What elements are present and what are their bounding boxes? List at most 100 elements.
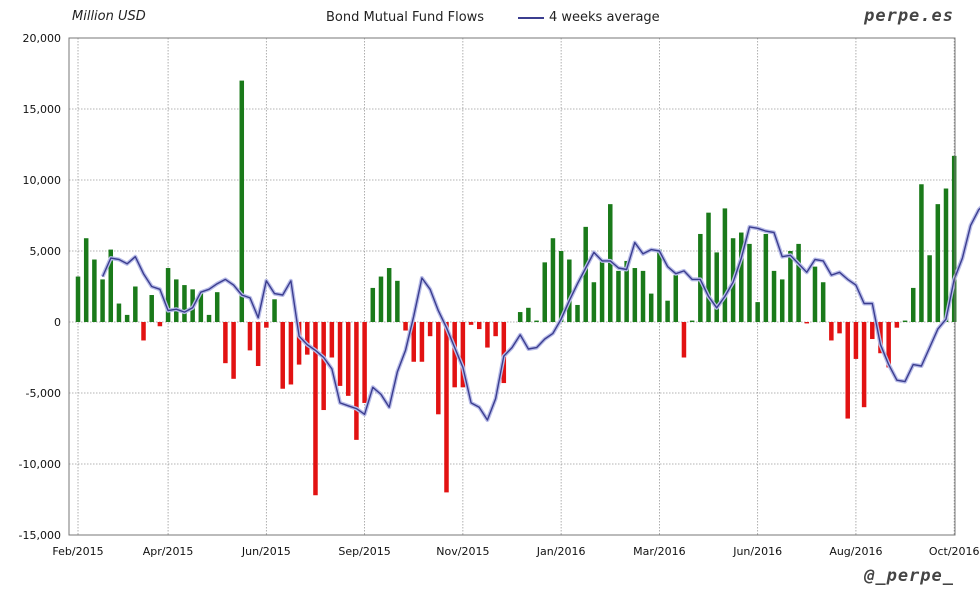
- flow-bar: [665, 300, 670, 322]
- x-tick-labels: Feb/2015 Apr/2015 Jun/2015 Sep/2015 Nov/2015…: [52, 545, 980, 558]
- flow-bar: [182, 285, 187, 322]
- plot-frame: [68, 37, 956, 536]
- flow-bar: [845, 322, 850, 419]
- flow-bar: [288, 322, 294, 385]
- flow-bar: [476, 322, 482, 330]
- flow-bar: [452, 322, 457, 388]
- flow-bar: [329, 322, 335, 358]
- flow-bar: [108, 249, 114, 322]
- flow-bar: [280, 322, 285, 389]
- x-tick-label: Sep/2015: [338, 545, 390, 558]
- y-tick-label: 20,000: [23, 32, 62, 45]
- x-tick-label: Aug/2016: [829, 545, 882, 558]
- flow-bar: [951, 155, 957, 322]
- flow-bar: [550, 238, 556, 322]
- flow-bar: [534, 320, 539, 322]
- flow-bar: [870, 322, 875, 340]
- flow-bar: [812, 266, 818, 322]
- flow-bar: [886, 322, 891, 368]
- flow-bar: [444, 322, 449, 493]
- flow-bar: [919, 184, 924, 322]
- flow-bar: [714, 252, 719, 322]
- flow-bar: [722, 208, 728, 322]
- flow-bar: [829, 322, 834, 341]
- flow-bar: [763, 233, 769, 322]
- flow-bar: [820, 282, 826, 322]
- flow-bar: [157, 322, 163, 327]
- y-tick-label: 5,000: [30, 245, 62, 258]
- flow-bar: [296, 322, 302, 365]
- average-line-group: [100, 205, 980, 422]
- flow-bar: [174, 279, 179, 322]
- flow-bar: [116, 303, 122, 322]
- y-tick-labels: -15,000 -10,000 -5,000 0 5,000 10,000 15,000 20…: [19, 32, 61, 542]
- chart-title: Bond Mutual Fund Flows: [326, 10, 485, 25]
- y-tick-label: -5,000: [26, 387, 61, 400]
- flow-bar: [75, 276, 81, 322]
- x-tick-label: Apr/2015: [143, 545, 194, 558]
- y-tick-label: -10,000: [19, 458, 61, 471]
- flow-bar: [747, 243, 752, 322]
- flow-bar: [460, 322, 466, 388]
- flow-bar: [706, 212, 711, 322]
- flow-bar: [526, 307, 531, 322]
- flow-bar: [861, 322, 867, 408]
- y-axis-label: Million USD: [72, 9, 146, 24]
- flow-bar: [264, 322, 269, 328]
- flow-bar: [378, 276, 384, 322]
- flow-bar: [272, 299, 277, 322]
- flow-bar: [354, 322, 359, 440]
- flow-bar: [779, 279, 785, 322]
- y-tick-label: 10,000: [23, 174, 62, 187]
- flow-bar: [681, 322, 687, 358]
- flow-bar: [436, 322, 441, 415]
- average-line: [101, 207, 980, 421]
- x-tick-label: Oct/2016: [929, 545, 980, 558]
- flow-bar: [788, 251, 793, 322]
- flow-bar: [255, 322, 261, 367]
- flow-bar: [149, 295, 154, 322]
- flow-bar: [755, 302, 760, 322]
- x-tick-label: Jun/2015: [241, 545, 291, 558]
- flow-bar: [599, 260, 605, 322]
- flow-bar: [501, 322, 507, 384]
- flow-bar: [657, 249, 662, 322]
- flow-bar: [591, 282, 597, 322]
- flow-bar: [927, 255, 932, 322]
- flow-bar: [247, 322, 253, 351]
- flow-bar: [165, 268, 171, 322]
- flow-bar: [673, 275, 679, 322]
- flow-bar: [403, 322, 408, 331]
- flow-bar: [386, 268, 392, 322]
- flow-bar: [83, 238, 89, 322]
- flow-bar: [427, 322, 433, 337]
- flow-bar: [223, 322, 228, 364]
- flow-bar: [943, 188, 949, 322]
- flow-bar: [214, 292, 220, 322]
- flow-bar: [575, 304, 580, 322]
- flow-bar: [141, 322, 146, 341]
- flow-bar: [337, 322, 343, 386]
- flow-bar: [902, 320, 908, 322]
- flow-bar: [640, 270, 646, 322]
- x-tick-label: Nov/2015: [436, 545, 489, 558]
- flow-bar: [198, 292, 204, 322]
- flow-bar: [493, 322, 498, 337]
- flow-bar: [411, 322, 416, 362]
- flow-bar: [771, 270, 777, 322]
- x-tick-label: Jan/2016: [536, 545, 586, 558]
- flow-bar: [648, 293, 654, 322]
- flow-bar: [124, 314, 130, 322]
- flow-bar: [624, 260, 629, 322]
- legend-line-swatch: [518, 16, 544, 19]
- flow-bar: [100, 279, 105, 322]
- flow-bar: [370, 287, 376, 322]
- flow-bar: [910, 287, 916, 322]
- x-tick-label: Feb/2015: [52, 545, 103, 558]
- grid-lines: [69, 37, 955, 536]
- flow-bar: [362, 322, 367, 403]
- flow-bar: [395, 280, 400, 322]
- flow-bar: [313, 322, 318, 496]
- flow-bar: [632, 268, 638, 322]
